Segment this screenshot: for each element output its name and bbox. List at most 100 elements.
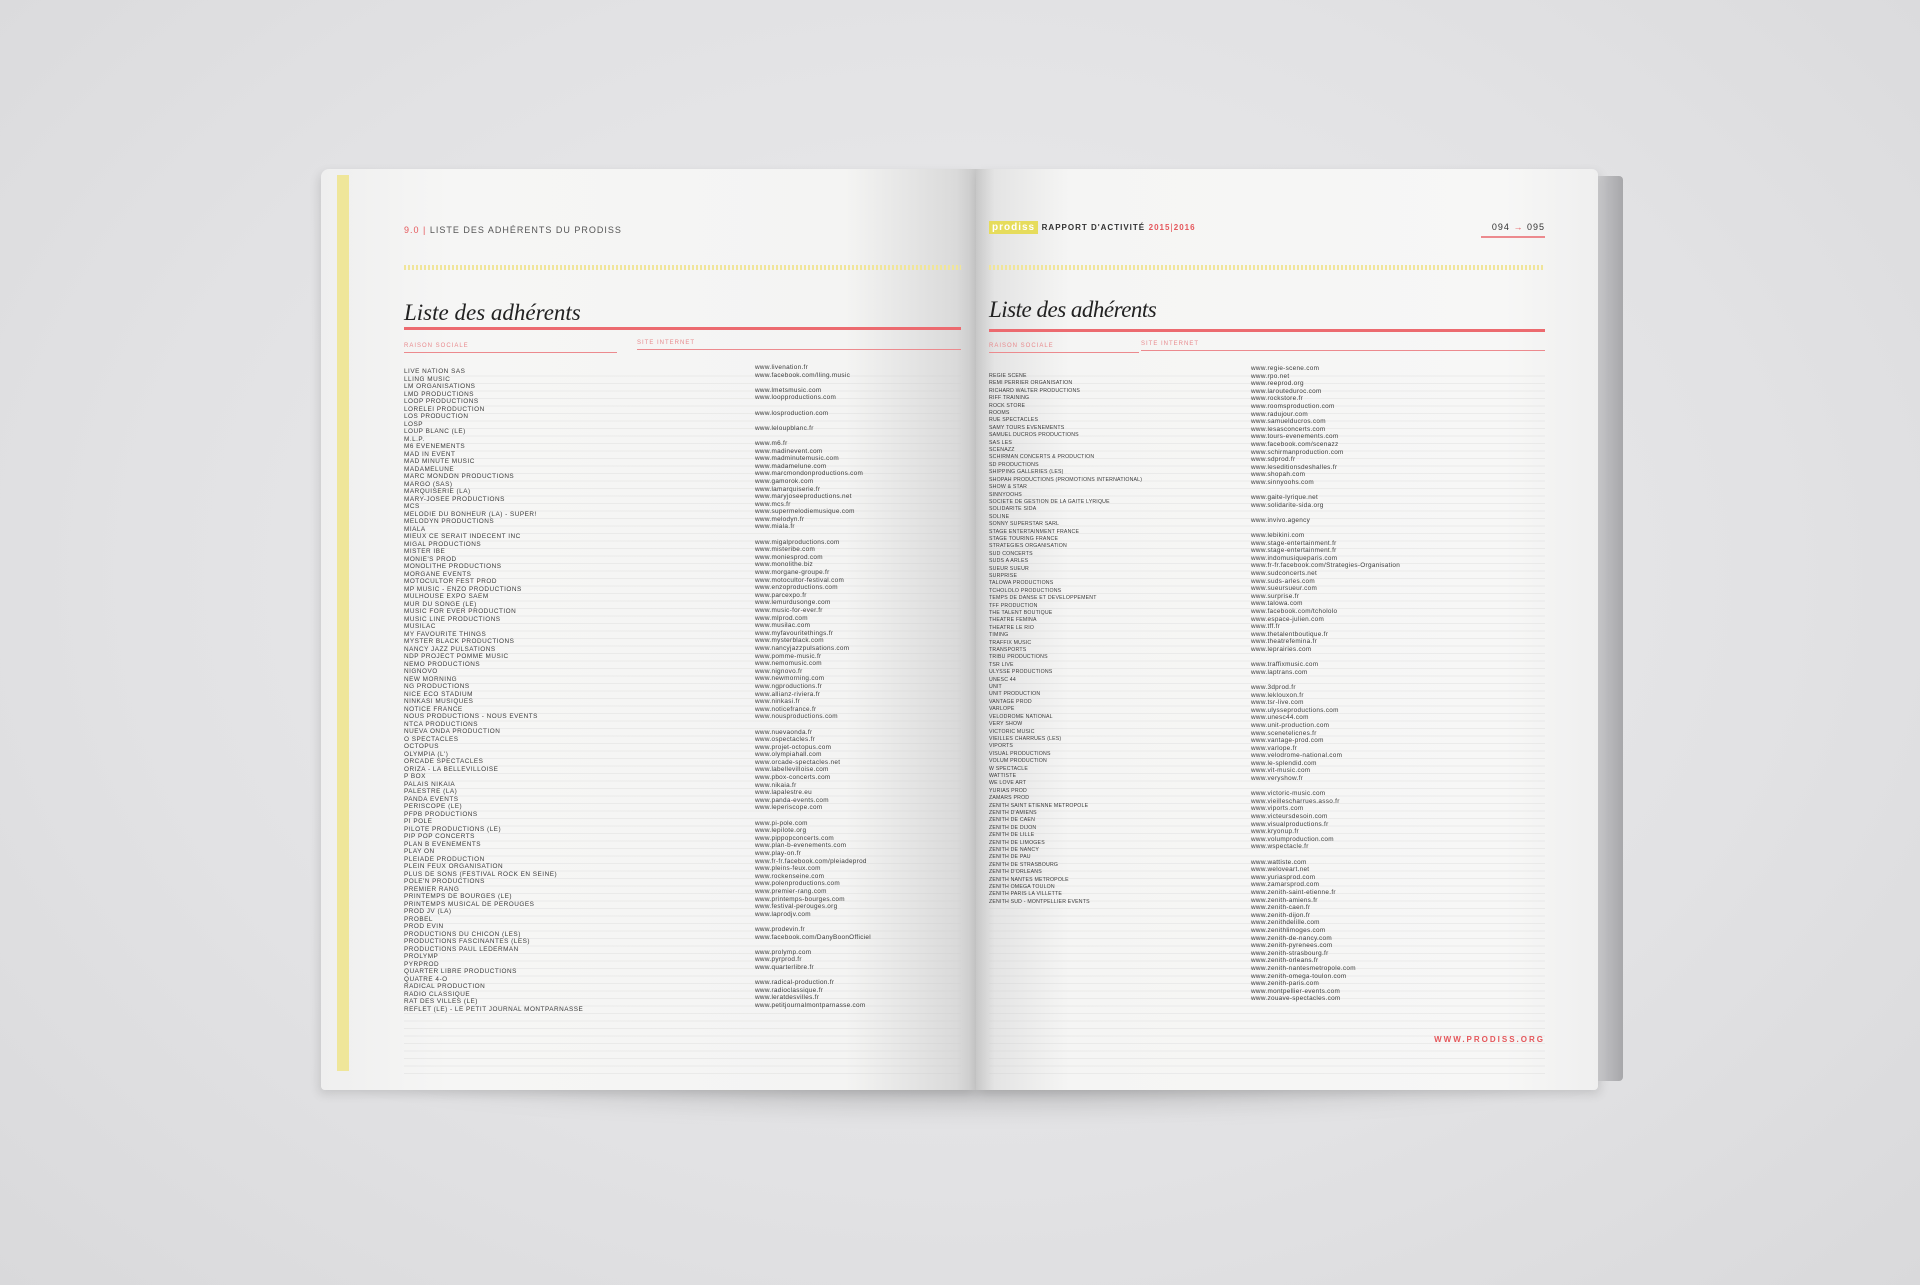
member-site: www.unit-production.com xyxy=(1251,721,1330,729)
heading: Liste des adhérents xyxy=(404,300,581,325)
member-site: www.shopah.com xyxy=(1251,471,1306,479)
member-site: www.leratdesvilles.fr xyxy=(755,994,820,1002)
member-site: www.vantage-prod.com xyxy=(1251,737,1324,745)
member-name: MUR DU SONGE (LE) xyxy=(404,600,477,608)
member-name: ROOMS xyxy=(989,410,1010,417)
member-site: www.montpellier-events.com xyxy=(1251,987,1341,995)
member-name: RIFF TRAINING xyxy=(989,395,1030,402)
member-name: MARQUISERIE (LA) xyxy=(404,488,471,495)
member-site: www.laprodjv.com xyxy=(755,910,811,918)
member-site: www.radujour.com xyxy=(1251,410,1309,418)
member-site: www.invivo.agency xyxy=(1251,516,1311,524)
member-name: TRIBU PRODUCTIONS xyxy=(989,654,1048,661)
member-name: PALAIS NIKAIA xyxy=(404,780,456,788)
member-site: www.morgane-groupe.fr xyxy=(755,569,830,577)
member-name: NEW MORNING xyxy=(404,675,458,683)
member-name: MORGANE EVENTS xyxy=(404,570,472,578)
spacer xyxy=(1251,654,1400,662)
member-name: REGIE SCENE xyxy=(989,373,1027,379)
member-site: www.zenith-paris.com xyxy=(1251,980,1320,988)
member-name: PRODUCTIONS FASCINANTES (LES) xyxy=(404,938,530,945)
member-site: www.kryonup.fr xyxy=(1251,828,1299,836)
member-site: www.nikaia.fr xyxy=(755,781,797,789)
member-name: UNESC 44 xyxy=(989,676,1016,683)
spacer xyxy=(1251,524,1400,532)
member-name: MUSILAC xyxy=(404,623,436,630)
member-site: www.m6.fr xyxy=(755,439,788,447)
heading: Liste des adhérents xyxy=(989,297,1157,322)
member-site: www.zenith-saint-etienne.fr xyxy=(1251,888,1336,896)
member-site: www.supermelodiemusique.com xyxy=(755,508,855,516)
member-name: MELODYN PRODUCTIONS xyxy=(404,518,495,525)
page-number-rule xyxy=(1481,236,1545,238)
member-name: VANTAGE PROD xyxy=(989,698,1032,705)
member-name: NTCA PRODUCTIONS xyxy=(404,720,479,728)
member-name: VICTORIC MUSIC xyxy=(989,728,1035,735)
member-site: www.noticefrance.fr xyxy=(755,705,817,713)
page-number: 094 xyxy=(1491,222,1510,232)
member-site: www.wattiste.com xyxy=(1251,858,1307,866)
member-name: SAS LES xyxy=(989,439,1013,446)
member-site: www.schirmanproduction.com xyxy=(1251,448,1344,456)
member-site: www.migalproductions.com xyxy=(755,538,840,546)
member-site: www.visualproductions.fr xyxy=(1251,820,1329,828)
member-site: www.regie-scene.com xyxy=(1251,365,1320,372)
member-site: www.tff.fr xyxy=(1251,623,1281,631)
member-name: THEATRE LE RIO xyxy=(989,624,1035,631)
member-name: ORIZA - LA BELLEVILLOISE xyxy=(404,765,499,773)
member-name: ZENITH DE PAU xyxy=(989,854,1031,861)
member-site: www.lebikini.com xyxy=(1251,532,1305,540)
spacer xyxy=(755,417,871,425)
member-site: www.zenithdelille.com xyxy=(1251,919,1320,927)
member-name: O SPECTACLES xyxy=(404,735,459,743)
member-name: TIMING xyxy=(989,632,1009,639)
member-name: MCS xyxy=(404,503,420,510)
member-site: www.velodrome-national.com xyxy=(1251,752,1343,760)
member-site: www.viports.com xyxy=(1251,805,1304,813)
member-name: MIALA xyxy=(404,525,426,533)
member-site: www.pi-pole.com xyxy=(755,819,808,827)
member-name: PANDA EVENTS xyxy=(404,795,459,803)
member-name: MYSTER BLACK PRODUCTIONS xyxy=(404,638,515,645)
member-name: MAD MINUTE MUSIC xyxy=(404,458,475,465)
spacer xyxy=(755,531,871,539)
member-site: www.reeprod.org xyxy=(1251,380,1304,388)
member-site: www.larouteduroc.com xyxy=(1251,387,1322,395)
member-name: SUD CONCERTS xyxy=(989,550,1033,557)
member-name: NDP PROJECT POMME MUSIC xyxy=(404,653,509,660)
member-name: QUARTER LIBRE PRODUCTIONS xyxy=(404,968,517,975)
member-site: www.leseditionsdeshalles.fr xyxy=(1251,463,1338,471)
member-site: www.scenetelicnes.fr xyxy=(1251,729,1317,737)
arrow: → xyxy=(1513,222,1524,232)
member-site: www.radioclassique.fr xyxy=(755,986,824,994)
spacer xyxy=(755,721,871,729)
member-name: PALESTRE (LA) xyxy=(404,788,458,795)
member-site: www.monolithe.biz xyxy=(755,561,814,569)
member-name: MIGAL PRODUCTIONS xyxy=(404,540,482,548)
spacer xyxy=(755,812,871,820)
member-site: www.miala.fr xyxy=(755,523,795,531)
member-site: www.weloveart.net xyxy=(1251,866,1310,874)
member-name: ULYSSE PRODUCTIONS xyxy=(989,669,1053,676)
member-name: STRATEGIES ORGANISATION xyxy=(989,543,1067,550)
member-site: www.lapalestre.eu xyxy=(755,789,812,797)
member-name: PROBEL xyxy=(404,915,433,923)
sites-list: www.regie-scene.com www.rpo.net www.reepro… xyxy=(1251,365,1400,1003)
member-site: www.nousproductions.com xyxy=(755,713,838,721)
member-name: PRINTEMPS MUSICAL DE PEROUGES xyxy=(404,900,535,908)
member-site: www.sinnyoohs.com xyxy=(1251,478,1314,486)
member-name: VELODROME NATIONAL xyxy=(989,713,1053,720)
member-site: www.parcexpo.fr xyxy=(755,591,807,599)
member-name: UNIT PRODUCTION xyxy=(989,691,1041,698)
member-site: www.zenith-nantesmetropole.com xyxy=(1251,964,1356,972)
member-site: www.ngproductions.fr xyxy=(755,682,823,690)
member-name: RICHARD WALTER PRODUCTIONS xyxy=(989,387,1081,394)
member-site: www.premier-rang.com xyxy=(755,887,827,895)
member-name: LIVE NATION SAS xyxy=(404,368,466,375)
member-name: PLAY ON xyxy=(404,848,435,855)
member-name: M6 EVENEMENTS xyxy=(404,443,466,450)
names-list: LIVE NATION SAS LLING MUSIC LM ORGANISATIO… xyxy=(404,368,583,1013)
member-site: www.motocultor-festival.com xyxy=(755,576,845,584)
member-name: LORELEI PRODUCTION xyxy=(404,405,485,413)
year: 2016 xyxy=(1173,223,1196,232)
